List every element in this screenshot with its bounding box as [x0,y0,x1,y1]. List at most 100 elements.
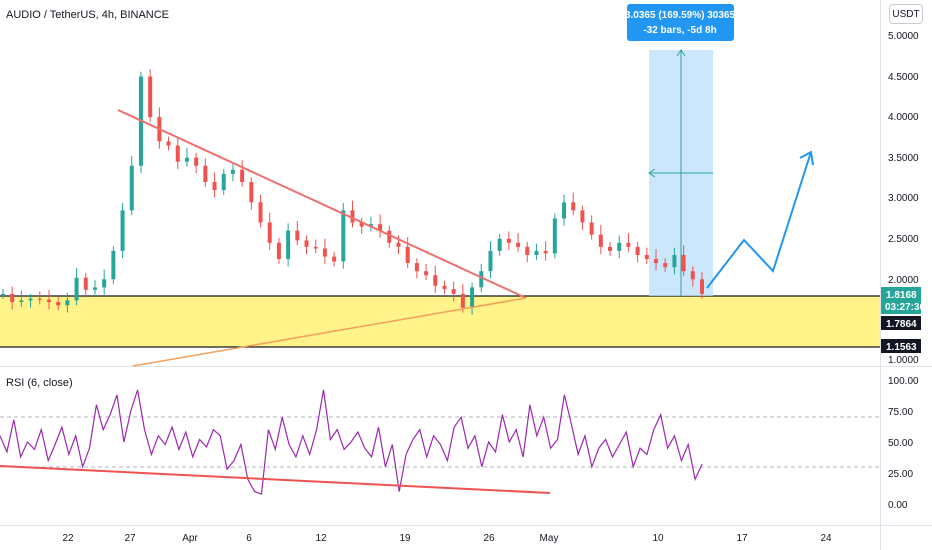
candle-body [378,224,383,231]
candle-body [681,254,686,272]
candle-body [19,300,24,303]
rsi-tick: 0.00 [888,500,908,511]
candle-body [690,271,695,280]
zone-bottom-price-tag: 1.1563 [881,339,921,353]
descending-trendline[interactable] [117,109,527,299]
candle-body [10,293,15,303]
price-tick: 3.0000 [888,193,919,204]
candle-body [497,238,502,251]
candle-body [516,242,521,247]
time-tick: 22 [62,533,74,544]
measure-arrow-up [676,49,686,57]
time-tick: 26 [483,533,495,544]
candle-body [663,263,668,268]
candle-body [313,246,318,249]
zone-bottom-price: 1.1563 [886,342,917,353]
rsi-tick: 75.00 [888,407,913,418]
time-axis[interactable]: 22 27 Apr 6 12 19 26 May 10 17 24 [62,533,832,544]
candle-body [534,250,539,255]
candle-body [92,287,97,290]
candle-body [525,246,530,255]
candle-body [359,222,364,227]
candle-body [562,202,567,219]
measure-label-line2: -32 bars, -5d 8h [643,25,716,36]
candle-body [396,242,401,247]
currency-button[interactable]: USDT [889,4,923,24]
candle-body [332,256,337,262]
candle-body [286,230,291,260]
candle-body [240,169,245,182]
candle-body [184,157,189,162]
zone-top-price-tag: 1.7864 [881,316,921,330]
candle-body [276,242,281,260]
price-tick: 1.0000 [888,355,919,366]
candle-body [304,240,309,247]
rsi-title: RSI (6, close) [6,377,73,389]
time-tick: Apr [182,533,198,544]
price-axis[interactable]: 5.0000 4.5000 4.0000 3.5000 3.0000 2.500… [888,31,919,366]
measure-arrow-left [648,168,656,178]
price-tick: 4.5000 [888,72,919,83]
candle-body [580,210,585,223]
price-tick: 5.0000 [888,31,919,42]
candle-body [543,250,548,254]
last-price-tag: 1.8168 03:27:36 [881,287,925,314]
candle-body [267,222,272,243]
candle-body [249,181,254,203]
projected-path[interactable] [706,151,812,289]
candle-body [120,210,125,251]
price-tick: 4.0000 [888,112,919,123]
candle-body [700,279,704,294]
rsi-tick: 25.00 [888,469,913,480]
ascending-support-line[interactable] [132,297,527,367]
candle-body [221,173,226,191]
candle-body [433,275,438,286]
candle-body [65,300,70,306]
candle-body [424,271,429,276]
candle-body [589,222,594,235]
candle-body [111,250,116,280]
candle-body [635,246,640,255]
candle-body [148,76,153,118]
time-tick: May [540,533,559,544]
candle-body [341,210,346,262]
time-tick: 6 [246,533,252,544]
candle-body [598,234,603,247]
candle-body [368,224,373,227]
rsi-tick: 50.00 [888,438,913,449]
candle-body [506,238,511,243]
candle-body [102,279,107,288]
candle-body [56,302,61,306]
candle-body [405,246,410,264]
candle-body [617,242,622,251]
price-tick: 2.5000 [888,234,919,245]
candle-body [37,298,42,300]
candle-body [295,230,300,241]
candle-body [212,181,217,191]
candle-body [488,250,493,272]
time-tick: 12 [315,533,327,544]
candle-body [28,298,33,301]
rsi-trendline[interactable] [0,465,551,494]
time-tick: 24 [820,533,832,544]
measure-label-box [627,4,734,41]
candle-body [46,299,51,303]
rsi-axis[interactable]: 100.00 75.00 50.00 25.00 0.00 [888,376,919,511]
candle-body [571,202,576,211]
candle-body [479,271,484,288]
last-price-value: 1.8168 [886,290,917,301]
time-tick: 10 [652,533,664,544]
candle-body [608,246,613,251]
candle-body [552,218,557,254]
candle-body [460,293,465,308]
time-tick: 17 [736,533,748,544]
candle-body [644,254,649,260]
support-zone[interactable] [0,296,880,347]
candle-body [129,165,134,211]
rsi-line[interactable] [0,389,703,495]
chart-title: AUDIO / TetherUS, 4h, BINANCE [6,9,169,21]
candle-body [194,157,199,166]
zone-top-price: 1.7864 [886,319,917,330]
candle-body [414,263,419,272]
